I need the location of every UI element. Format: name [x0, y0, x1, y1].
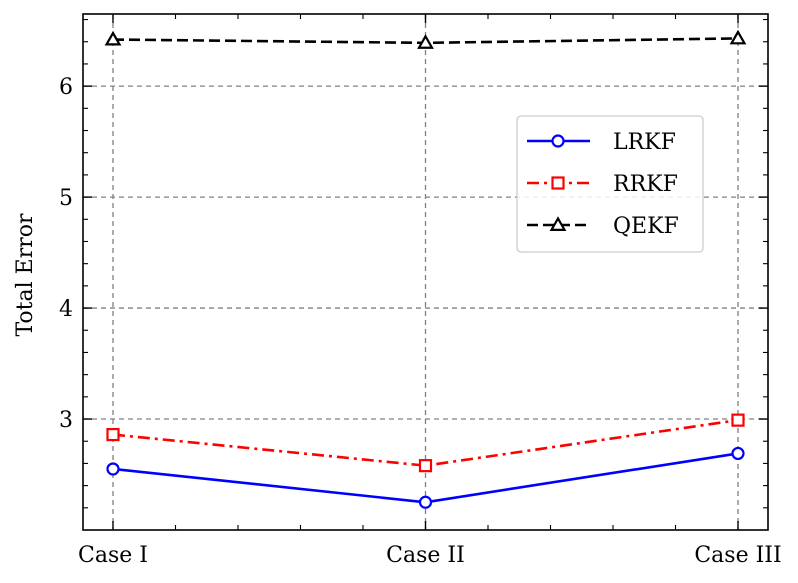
legend-marker — [551, 134, 565, 148]
series-lrkf — [106, 446, 745, 509]
legend-item-lrkf: LRKF — [527, 130, 676, 155]
legend-marker — [549, 216, 567, 231]
y-axis-label: Total Error — [13, 213, 38, 337]
data-point-lrkf — [731, 446, 745, 461]
x-tick-label: Case III — [694, 543, 781, 568]
legend-marker — [551, 176, 565, 190]
data-point-lrkf — [106, 462, 120, 476]
legend-label: QEKF — [613, 214, 679, 239]
legend-box — [516, 115, 704, 253]
x-tick-label: Case I — [78, 543, 148, 568]
grid-lines — [83, 14, 768, 530]
legend: LRKF RRKF QEKF — [516, 115, 704, 253]
y-tick-label: 3 — [59, 408, 73, 433]
y-tick-label: 5 — [59, 186, 73, 211]
data-point-rrkf — [418, 459, 433, 473]
data-point-qekf — [729, 29, 747, 45]
series-layer — [104, 29, 747, 509]
series-qekf — [104, 29, 747, 49]
data-point-rrkf — [106, 427, 120, 442]
data-point-qekf — [104, 30, 122, 46]
legend-item-rrkf: RRKF — [527, 172, 678, 197]
legend-label: RRKF — [613, 172, 678, 197]
y-tick-label: 6 — [59, 75, 73, 100]
data-point-lrkf — [418, 495, 433, 509]
x-tick-label: Case II — [386, 543, 465, 568]
data-point-rrkf — [731, 413, 745, 427]
tick-labels: 3 4 5 6 Case I Case II Case III — [59, 75, 782, 568]
legend-label: LRKF — [613, 130, 676, 155]
y-tick-label: 4 — [59, 297, 73, 322]
series-rrkf — [106, 413, 745, 473]
axis-ticks — [83, 14, 768, 530]
plot-frame — [82, 13, 769, 531]
legend-item-qekf: QEKF — [527, 214, 679, 239]
data-point-qekf — [417, 34, 434, 49]
series-line-rrkf — [112, 418, 739, 467]
